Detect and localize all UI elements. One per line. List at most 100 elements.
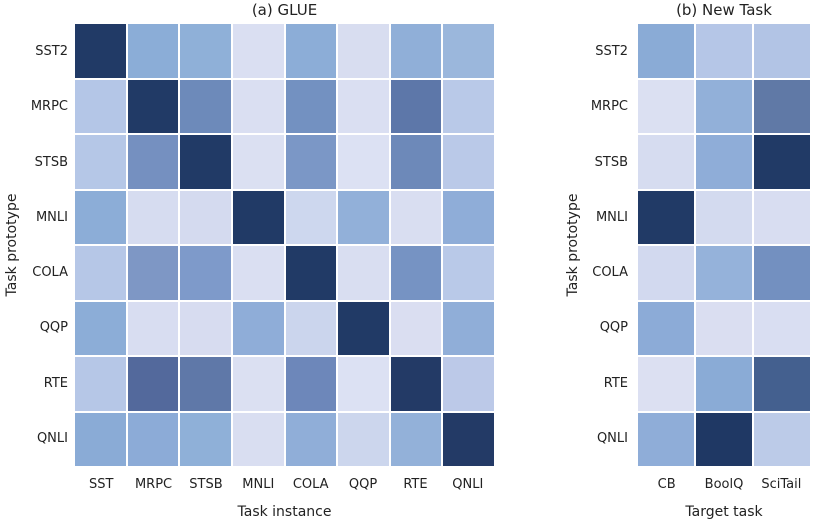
chart-a-heatmap-grid xyxy=(75,24,494,466)
chart-b-row-tick-labels: SST2 MRPC STSB MNLI COLA QQP RTE QNLI xyxy=(558,24,628,466)
heatmap-cell-COLA-QQP xyxy=(338,246,389,300)
row-tick-MRPC: MRPC xyxy=(30,99,68,115)
heatmap-cell-MRPC-QNLI xyxy=(443,79,494,133)
heatmap-cell-RTE-QQP xyxy=(338,357,389,411)
heatmap-cell-RTE-SciTail xyxy=(754,357,810,411)
heatmap-cell-QQP-QNLI xyxy=(443,301,494,355)
heatmap-cell-SST2-RTE xyxy=(390,24,442,78)
heatmap-cell-MNLI-QNLI xyxy=(443,190,494,244)
col-tick-QQP: QQP xyxy=(348,477,378,492)
row-tick-MNLI: MNLI xyxy=(35,209,68,225)
heatmap-cell-QQP-MRPC xyxy=(127,301,179,355)
heatmap-cell-RTE-QNLI xyxy=(443,357,494,411)
heatmap-cell-RTE-STSB xyxy=(180,357,231,411)
chart-b-title: (b) New Task xyxy=(676,1,772,19)
heatmap-cell-RTE-BoolQ xyxy=(696,357,752,411)
col-tick-CB: CB xyxy=(657,477,676,492)
heatmap-cell-RTE-SST xyxy=(75,357,126,411)
heatmap-cell-QQP-COLA xyxy=(285,301,337,355)
row-tick-QNLI: QNLI xyxy=(596,430,628,446)
heatmap-cell-RTE-CB xyxy=(638,357,694,411)
heatmap-cell-STSB-QNLI xyxy=(443,135,494,189)
chart-a-x-axis-label: Task instance xyxy=(237,504,332,520)
heatmap-cell-COLA-COLA xyxy=(285,246,337,300)
row-tick-MRPC: MRPC xyxy=(590,99,628,115)
heatmap-cell-MNLI-COLA xyxy=(285,190,337,244)
col-tick-MNLI: MNLI xyxy=(242,477,275,492)
row-tick-QNLI: QNLI xyxy=(36,430,68,446)
heatmap-cell-QQP-MNLI xyxy=(232,301,284,355)
heatmap-cell-MNLI-SciTail xyxy=(754,190,810,244)
heatmap-cell-SST2-COLA xyxy=(285,24,337,78)
heatmap-cell-QNLI-RTE xyxy=(390,412,442,466)
heatmap-cell-QNLI-COLA xyxy=(285,412,337,466)
heatmap-cell-QQP-STSB xyxy=(180,301,231,355)
heatmap-cell-QQP-SST xyxy=(75,301,126,355)
heatmap-cell-COLA-STSB xyxy=(180,246,231,300)
heatmap-cell-RTE-MRPC xyxy=(127,357,179,411)
heatmap-cell-MRPC-MNLI xyxy=(232,79,284,133)
heatmap-cell-MRPC-STSB xyxy=(180,79,231,133)
col-tick-SciTail: SciTail xyxy=(761,477,802,492)
heatmap-cell-STSB-SciTail xyxy=(754,135,810,189)
heatmap-cell-STSB-QQP xyxy=(338,135,389,189)
row-tick-RTE: RTE xyxy=(43,375,68,391)
heatmap-cell-MNLI-SST xyxy=(75,190,126,244)
chart-a-col-tick-labels: SST MRPC STSB MNLI COLA QQP RTE QNLI xyxy=(75,474,494,496)
row-tick-COLA: COLA xyxy=(592,265,628,281)
heatmap-cell-QQP-RTE xyxy=(390,301,442,355)
row-tick-SST2: SST2 xyxy=(595,44,628,60)
heatmap-cell-COLA-RTE xyxy=(390,246,442,300)
heatmap-cell-MRPC-SST xyxy=(75,79,126,133)
chart-b-col-tick-labels: CB BoolQ SciTail xyxy=(638,474,810,496)
heatmap-cell-COLA-BoolQ xyxy=(696,246,752,300)
heatmap-cell-QQP-CB xyxy=(638,301,694,355)
heatmap-cell-QQP-QQP xyxy=(338,301,389,355)
heatmap-cell-QQP-BoolQ xyxy=(696,301,752,355)
heatmap-cell-STSB-CB xyxy=(638,135,694,189)
heatmap-cell-QNLI-STSB xyxy=(180,412,231,466)
col-tick-QNLI: QNLI xyxy=(452,477,484,492)
heatmap-cell-MNLI-MRPC xyxy=(127,190,179,244)
row-tick-SST2: SST2 xyxy=(35,44,68,60)
heatmap-cell-COLA-QNLI xyxy=(443,246,494,300)
heatmap-cell-MNLI-RTE xyxy=(390,190,442,244)
col-tick-MRPC: MRPC xyxy=(134,477,173,492)
row-tick-RTE: RTE xyxy=(603,375,628,391)
heatmap-cell-QNLI-QQP xyxy=(338,412,389,466)
heatmap-cell-QQP-SciTail xyxy=(754,301,810,355)
heatmap-cell-SST2-BoolQ xyxy=(696,24,752,78)
heatmap-cell-STSB-STSB xyxy=(180,135,231,189)
chart-b-heatmap-grid xyxy=(638,24,810,466)
col-tick-RTE: RTE xyxy=(403,477,428,492)
heatmap-cell-SST2-STSB xyxy=(180,24,231,78)
heatmap-cell-MRPC-BoolQ xyxy=(696,79,752,133)
heatmap-cell-COLA-CB xyxy=(638,246,694,300)
heatmap-cell-RTE-RTE xyxy=(390,357,442,411)
heatmap-cell-STSB-COLA xyxy=(285,135,337,189)
heatmap-cell-RTE-COLA xyxy=(285,357,337,411)
heatmap-cell-SST2-SST xyxy=(75,24,126,78)
heatmap-cell-QNLI-QNLI xyxy=(443,412,494,466)
heatmap-cell-MNLI-MNLI xyxy=(232,190,284,244)
heatmap-cell-QNLI-SciTail xyxy=(754,412,810,466)
col-tick-COLA: COLA xyxy=(292,477,329,492)
heatmap-cell-MNLI-BoolQ xyxy=(696,190,752,244)
heatmap-cell-MNLI-QQP xyxy=(338,190,389,244)
heatmap-cell-SST2-MNLI xyxy=(232,24,284,78)
heatmap-cell-MRPC-COLA xyxy=(285,79,337,133)
heatmap-cell-MRPC-SciTail xyxy=(754,79,810,133)
row-tick-MNLI: MNLI xyxy=(595,209,628,225)
heatmap-cell-MRPC-CB xyxy=(638,79,694,133)
heatmap-cell-MNLI-STSB xyxy=(180,190,231,244)
chart-a-row-tick-labels: SST2 MRPC STSB MNLI COLA QQP RTE QNLI xyxy=(0,24,68,466)
heatmap-cell-STSB-MNLI xyxy=(232,135,284,189)
row-tick-STSB: STSB xyxy=(594,154,628,170)
heatmap-cell-STSB-MRPC xyxy=(127,135,179,189)
heatmap-cell-SST2-SciTail xyxy=(754,24,810,78)
heatmap-cell-STSB-SST xyxy=(75,135,126,189)
row-tick-QQP: QQP xyxy=(39,320,68,336)
heatmap-cell-COLA-MNLI xyxy=(232,246,284,300)
heatmap-cell-SST2-QQP xyxy=(338,24,389,78)
